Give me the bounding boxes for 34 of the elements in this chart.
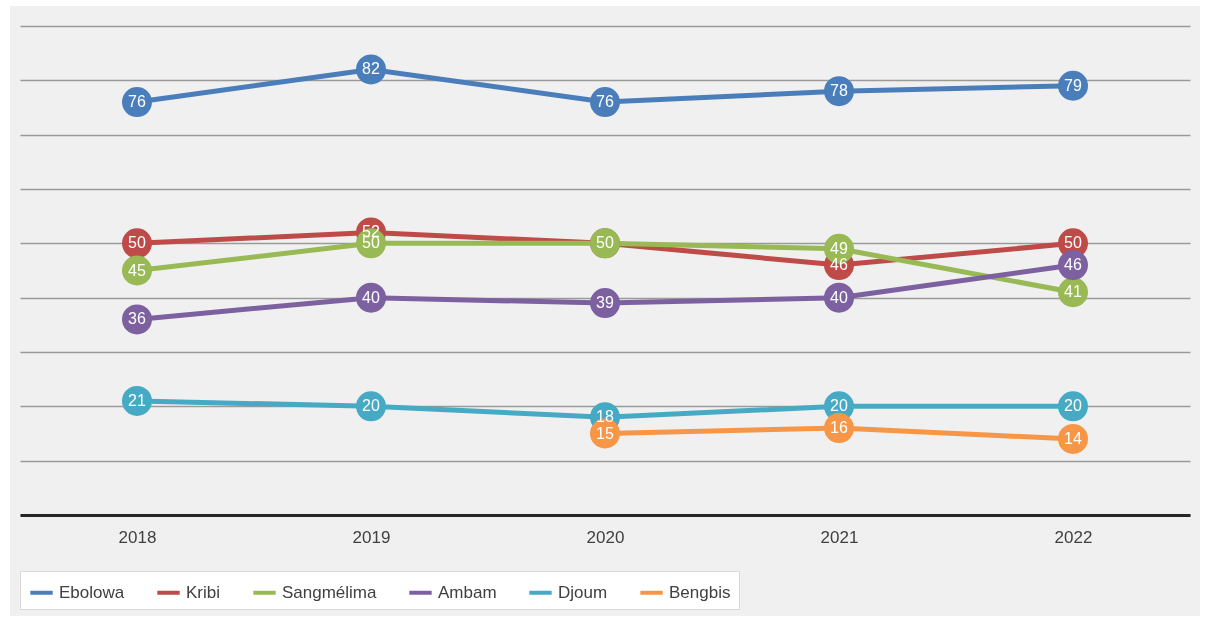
- data-label: 40: [830, 288, 848, 306]
- data-label: 50: [1064, 234, 1082, 252]
- legend-label: Kribi: [186, 582, 221, 602]
- data-label: 46: [1064, 256, 1082, 274]
- data-label: 20: [830, 397, 848, 415]
- data-label: 36: [128, 310, 146, 328]
- data-label: 79: [1064, 76, 1082, 94]
- legend-label: Bengbis: [669, 582, 731, 602]
- legend-label: Ambam: [438, 582, 497, 602]
- data-label: 16: [830, 419, 848, 437]
- legend-label: Sangmélima: [282, 582, 378, 602]
- x-tick-label: 2022: [1054, 527, 1093, 547]
- data-label: 45: [128, 261, 146, 279]
- x-tick-label: 2020: [586, 527, 625, 547]
- data-label: 41: [1064, 283, 1082, 301]
- data-label: 50: [128, 234, 146, 252]
- data-label: 76: [128, 93, 146, 111]
- data-label: 76: [596, 93, 614, 111]
- x-tick-label: 2018: [118, 527, 157, 547]
- data-label: 21: [128, 391, 146, 409]
- data-label: 78: [830, 82, 848, 100]
- data-label: 20: [1064, 397, 1082, 415]
- x-tick-label: 2021: [820, 527, 859, 547]
- data-label: 20: [362, 397, 380, 415]
- data-label: 15: [596, 424, 614, 442]
- data-label: 14: [1064, 429, 1082, 447]
- data-label: 82: [362, 60, 380, 78]
- data-label: 49: [830, 239, 848, 257]
- data-label: 40: [362, 288, 380, 306]
- data-label: 50: [596, 234, 614, 252]
- data-label: 39: [596, 294, 614, 312]
- legend-label: Djoum: [558, 582, 608, 602]
- x-tick-label: 2019: [352, 527, 391, 547]
- legend-label: Ebolowa: [59, 582, 125, 602]
